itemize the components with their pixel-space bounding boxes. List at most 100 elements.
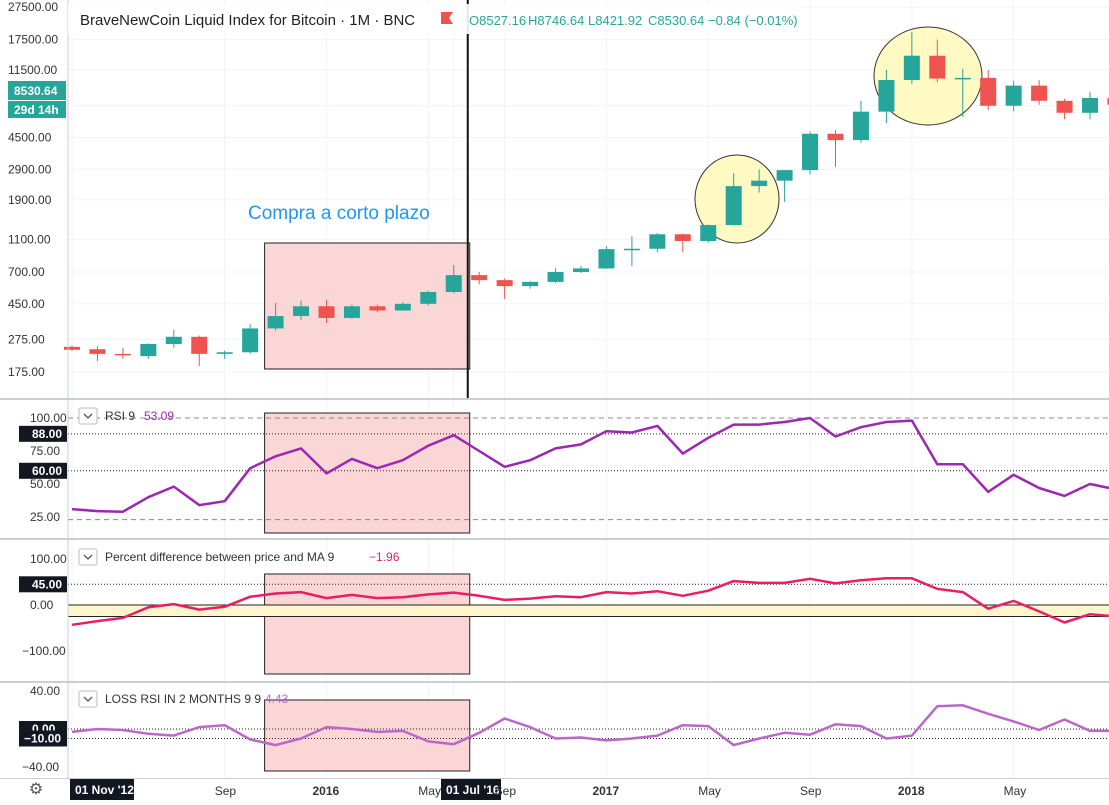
settings-gear-icon[interactable]: ⚙ [28,779,44,798]
candle-body [89,349,106,354]
time-badge-label: 01 Nov '12 [75,783,134,797]
candle-body [496,280,513,287]
price-tick-label: 1100.00 [8,232,51,246]
price-badge-value: 8530.64 [14,84,58,98]
candle-body [1107,97,1109,105]
rsi-tick-label: 50.00 [30,477,60,491]
time-tick-label: Sep [495,784,517,798]
time-badge [441,779,501,800]
price-tick-label: 2900.00 [8,162,52,176]
pct-level-badge-label: 45.00 [32,577,62,591]
candle-body [114,353,131,356]
candle-body [216,352,233,354]
time-tick-label: 2017 [592,784,619,798]
loss-legend-name: LOSS RSI IN 2 MONTHS 9 9 [105,692,261,706]
time-tick-label: 2016 [313,784,340,798]
candle-body [318,306,335,318]
candle-body [598,249,615,269]
price-pane [64,31,1109,367]
price-tick-label: 175.00 [8,365,45,379]
annotation-text: Compra a corto plazo [248,203,430,224]
pct-tick-label: 0.00 [30,598,54,612]
candle-body [420,292,437,304]
chevron-down-icon [83,696,93,702]
candle-body [674,234,691,241]
candle-body [929,55,946,79]
time-tick-label: Sep [215,784,237,798]
price-tick-label: 450.00 [8,297,45,311]
loss-series-line [71,704,1109,747]
chevron-down-icon [83,554,93,560]
time-tick-label: May [698,784,721,798]
pct-tick-label: 100.00 [30,552,67,566]
pct-legend-value: −1.96 [369,550,400,564]
candle-body [903,55,920,81]
candle-body [1031,85,1048,101]
candle-body [878,80,895,112]
candle-body [954,77,971,80]
loss-tick-label: 40.00 [30,684,60,698]
highlight-box [264,573,471,675]
flag-icon[interactable] [441,12,453,24]
pct-band [68,605,1109,617]
ohlc-open: O8527.16 [469,13,526,28]
pct-diff-pane [68,577,1109,627]
ohlc-high: H8746.64 [528,13,584,28]
rsi-tick-label: 75.00 [30,444,60,458]
candle-body [369,306,386,311]
candle-body [623,248,640,251]
rsi-level-badge [19,462,67,479]
loss-collapse-button[interactable] [78,690,98,708]
candle-body [1056,100,1073,113]
rsi-tick-label: 25.00 [30,510,60,524]
candle-body [980,77,997,106]
price-tick-label: 700.00 [8,265,45,279]
price-badge [8,81,66,100]
loss-tick-label: −40.00 [22,760,59,774]
highlight-circle [873,26,983,126]
candle-body [267,316,284,329]
candle-body [547,271,564,282]
candle-body [165,336,182,344]
rsi-collapse-button[interactable] [78,407,98,425]
candle-body [1005,85,1022,106]
highlight-layer [264,26,983,772]
candle-body [852,111,869,141]
countdown-badge [8,101,66,118]
candle-body [522,281,539,287]
header-bg [68,4,798,34]
rsi-tick-label: 100.00 [30,411,67,425]
candle-body [394,303,411,311]
chevron-down-icon [83,413,93,419]
candle-body [1082,97,1098,113]
price-tick-label: 275.00 [8,332,45,346]
candle-body [573,268,589,272]
pct-series-line [71,577,1109,627]
loss-level-badge [19,730,67,747]
loss-level-badge-label: −10.00 [24,732,61,746]
time-badge [70,779,134,800]
time-tick-label: Sep [800,784,822,798]
price-tick-label: 1900.00 [8,193,52,207]
candle-body [827,133,844,141]
time-tick-label: May [418,784,441,798]
candle-body [343,306,360,318]
price-tick-label: 27500.00 [8,0,58,14]
highlight-box [264,699,471,772]
pct-collapse-button[interactable] [78,548,98,566]
time-badge-label: 01 Jul '16 [446,783,500,797]
candle-body [751,180,768,187]
rsi-legend-name: RSI 9 [105,409,135,423]
rsi-legend-value: 53.09 [144,409,174,423]
candle-body [802,133,819,171]
pct-level-badge [19,576,67,593]
candle-body [64,346,80,350]
candle-body [471,275,488,281]
candle-body [725,186,742,226]
price-tick-label: 17500.00 [8,33,58,47]
time-tick-label: 2018 [898,784,925,798]
rsi-level-badge-label: 88.00 [32,427,62,441]
candle-body [700,225,717,241]
